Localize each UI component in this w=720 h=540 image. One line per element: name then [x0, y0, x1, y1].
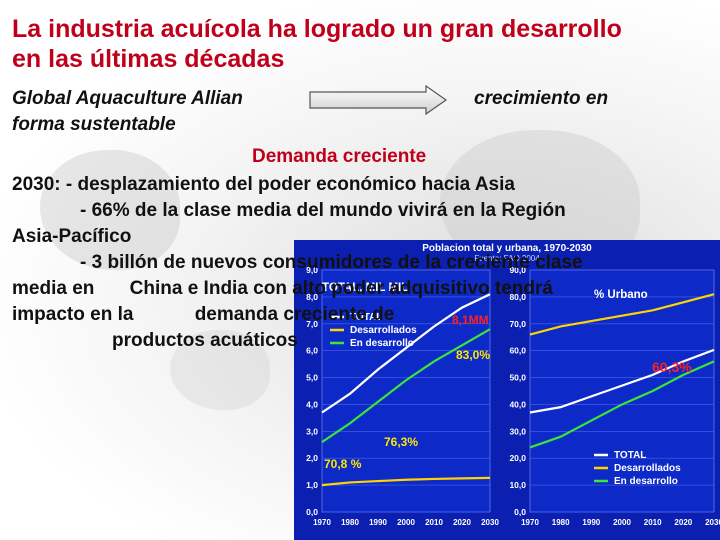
- series-line-1-0: [529, 348, 715, 414]
- plot-area-0: [321, 269, 491, 513]
- x-tick-label-1-2: 1990: [582, 518, 600, 527]
- x-tick-label-0-6: 2030: [481, 518, 499, 527]
- y-tick-label-1-9: 90,0: [509, 265, 526, 275]
- gaa-text: Global Aquaculture Allian: [12, 88, 243, 109]
- body-text: 2030: - desplazamiento del poder económi…: [12, 172, 712, 354]
- x-tick-label-1-4: 2010: [644, 518, 662, 527]
- legend-label-0-0: TOTAL: [350, 312, 382, 323]
- legend-label-0-2: En desarrollo: [350, 338, 414, 349]
- fish-silhouette-3: [170, 330, 270, 410]
- y-tick-label-1-4: 40,0: [509, 399, 526, 409]
- growth-text: crecimiento en: [474, 88, 609, 109]
- y-tick-label-1-1: 10,0: [509, 480, 526, 490]
- body-line-6a: impacto en la: [12, 304, 134, 325]
- sustainable-line: forma sustentable: [12, 114, 176, 135]
- gaa-paragraph: Global Aquaculture Allian crecimiento en…: [12, 86, 712, 138]
- title-line-1: La industria acuícola ha logrado un gran…: [12, 15, 622, 43]
- y-tick-label-1-0: 0,0: [514, 507, 526, 517]
- body-line-5: media en China e India con alto poder ad…: [12, 276, 712, 302]
- x-tick-label-0-5: 2020: [453, 518, 471, 527]
- slide-title: La industria acuícola ha logrado un gran…: [12, 14, 712, 74]
- y-tick-label-0-8: 8,0: [306, 292, 318, 302]
- annotation-total: 8,1MM: [452, 313, 489, 327]
- x-tick-label-0-2: 1990: [369, 518, 387, 527]
- x-tick-label-0-1: 1980: [341, 518, 359, 527]
- demanda-heading: Demanda creciente: [252, 146, 427, 167]
- legend-label-1-0: TOTAL: [614, 450, 646, 461]
- x-tick-label-0-3: 2000: [397, 518, 415, 527]
- gaa-line: Global Aquaculture Allian crecimiento en: [12, 86, 712, 112]
- fish-silhouette-1: [40, 150, 180, 270]
- annotation-76-3: 76,3%: [384, 435, 418, 449]
- y-tick-label-0-6: 6,0: [306, 346, 318, 356]
- series-line-1-2: [529, 360, 715, 449]
- x-tick-label-1-5: 2020: [674, 518, 692, 527]
- population-chart-panel: Poblacion total y urbana, 1970-2030 Fuen…: [294, 240, 720, 540]
- panel-heading-0: TOTAL, MIL MIL: [322, 282, 408, 294]
- series-line-0-2: [321, 328, 491, 444]
- annotation-60-3: 60,3%: [652, 359, 692, 375]
- y-tick-label-1-8: 80,0: [509, 292, 526, 302]
- y-tick-label-1-3: 30,0: [509, 426, 526, 436]
- body-line-6: impacto en la demanda creciente de: [12, 302, 712, 328]
- charts-svg: 0,0 1,0 2,0 3,0 4,0 5,0 6,0 7,0 8,0 9,0 1970 1980 19…: [306, 265, 720, 527]
- body-line-6b: demanda creciente de: [194, 304, 395, 325]
- body-line-5b: China e India con alto poder adquisitivo…: [129, 278, 553, 299]
- y-tick-label-0-4: 4,0: [306, 399, 318, 409]
- y-tick-label-0-2: 2,0: [306, 453, 318, 463]
- y-tick-label-0-7: 7,0: [306, 319, 318, 329]
- series-line-0-0: [321, 293, 491, 414]
- x-tick-label-0-4: 2010: [425, 518, 443, 527]
- annotation-83: 83,0%: [456, 348, 490, 362]
- legend-label-1-2: En desarrollo: [614, 476, 678, 487]
- body-line-7: productos acuáticos: [112, 330, 298, 351]
- annotation-70-8: 70,8 %: [324, 457, 362, 471]
- y-tick-label-0-5: 5,0: [306, 373, 318, 383]
- plot-area-1: [529, 269, 715, 513]
- y-tick-label-0-0: 0,0: [306, 507, 318, 517]
- x-tick-label-1-3: 2000: [613, 518, 631, 527]
- body-line-4: - 3 billón de nuevos consumidores de la …: [80, 252, 583, 273]
- legend-label-0-1: Desarrollados: [350, 325, 417, 336]
- series-line-1-1: [529, 293, 715, 336]
- series-line-0-1: [321, 476, 491, 487]
- x-tick-label-1-0: 1970: [521, 518, 539, 527]
- title-line-2: en las últimas décadas: [12, 45, 285, 73]
- body-line-1: 2030: - desplazamiento del poder económi…: [12, 174, 515, 195]
- x-tick-label-1-1: 1980: [552, 518, 570, 527]
- y-tick-label-1-5: 50,0: [509, 373, 526, 383]
- panel-heading-1: % Urbano: [594, 289, 648, 301]
- y-tick-label-0-9: 9,0: [306, 265, 318, 275]
- x-tick-label-1-6: 2030: [705, 518, 720, 527]
- y-tick-label-1-2: 20,0: [509, 453, 526, 463]
- y-tick-label-1-6: 60,0: [509, 346, 526, 356]
- body-line-5a: media en: [12, 278, 95, 299]
- legend-label-1-1: Desarrollados: [614, 463, 681, 474]
- x-tick-label-0-0: 1970: [313, 518, 331, 527]
- chart-title: Poblacion total y urbana, 1970-2030: [422, 243, 592, 254]
- y-tick-label-1-7: 70,0: [509, 319, 526, 329]
- y-tick-label-0-1: 1,0: [306, 480, 318, 490]
- body-line-3: Asia-Pacífico: [12, 226, 132, 247]
- body-line-2: - 66% de la clase media del mundo vivirá…: [80, 200, 566, 221]
- y-tick-label-0-3: 3,0: [306, 426, 318, 436]
- chart-source: Fuente: FAO 2004: [474, 254, 540, 263]
